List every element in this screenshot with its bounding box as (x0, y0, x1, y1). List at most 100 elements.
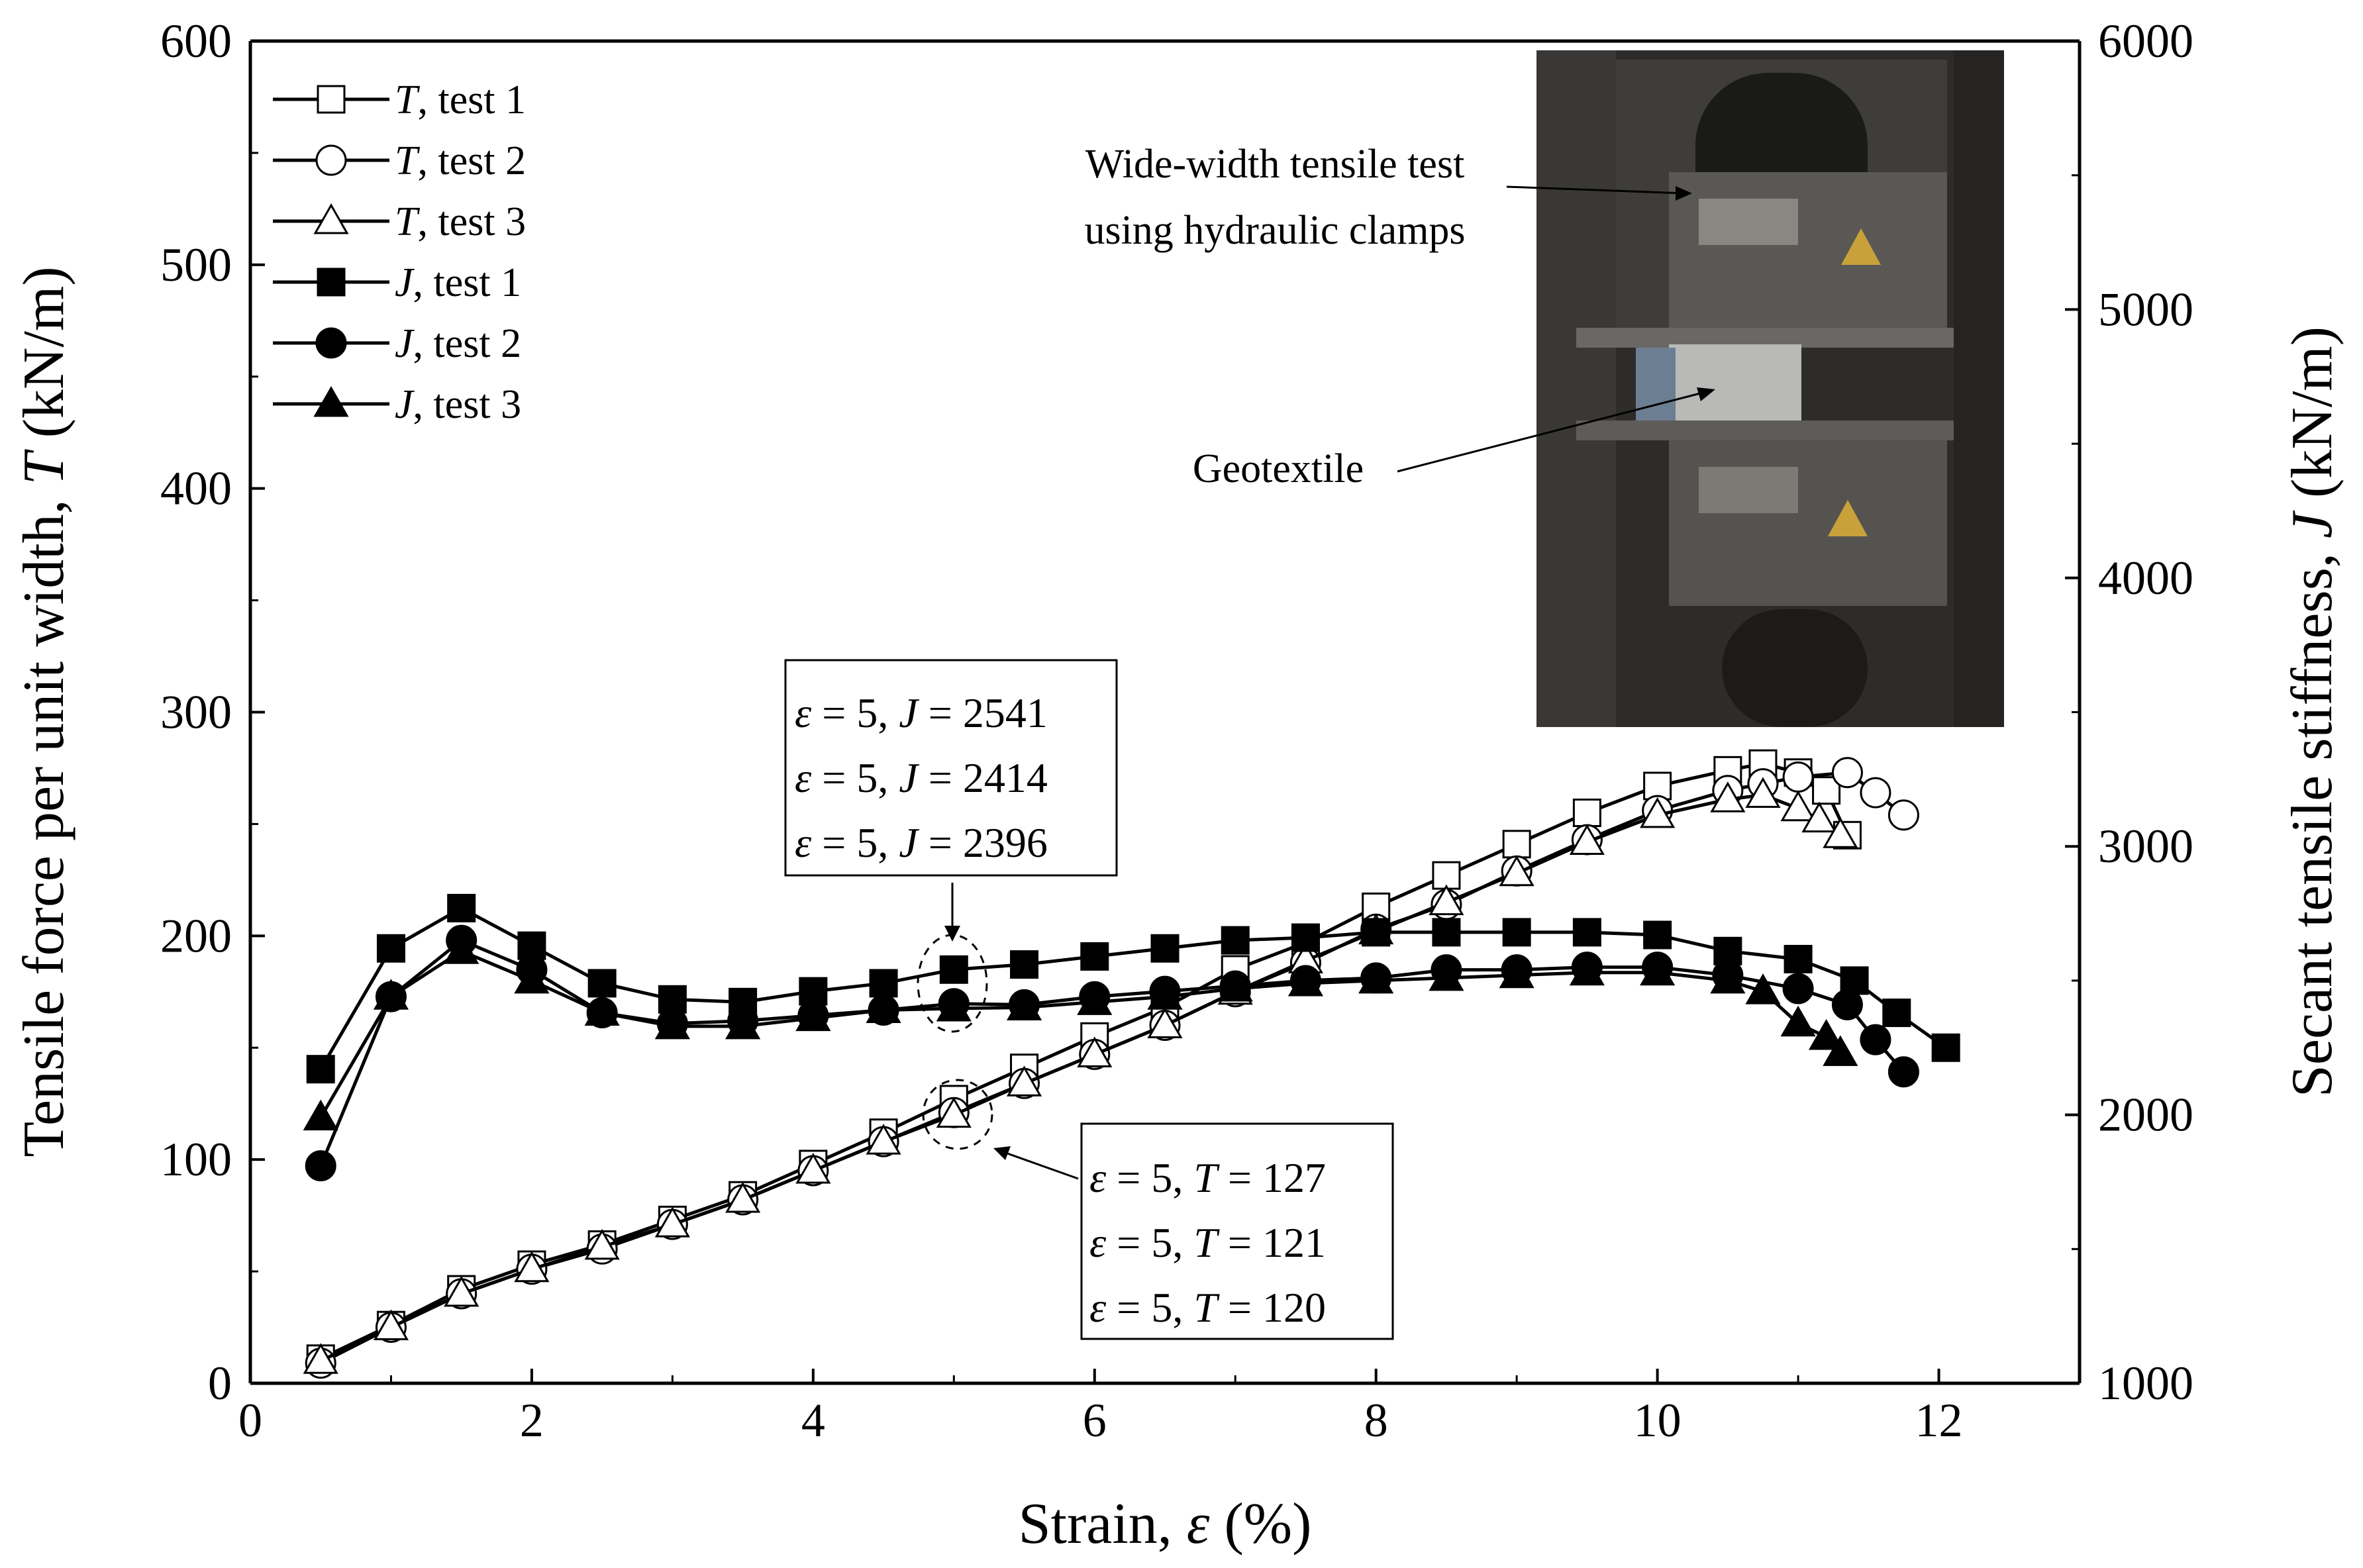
legend-label: J, test 3 (395, 382, 521, 427)
inset-caption-line2: using hydraulic clamps (1084, 208, 1465, 253)
data-point (1823, 1035, 1858, 1066)
x-axis-title: Strain, ε (%) (1019, 1492, 1312, 1556)
data-point (373, 1309, 409, 1341)
data-point (444, 1275, 479, 1307)
annotation-line: ε = 5, J = 2414 (795, 754, 1048, 801)
data-point (1499, 855, 1534, 887)
data-point (1808, 1019, 1844, 1050)
data-point (1499, 957, 1534, 989)
y-right-tick-label: 4000 (2098, 552, 2193, 605)
data-point (1358, 962, 1394, 994)
legend-label: T, test 1 (395, 77, 526, 122)
inset-caption-line1: Wide-width tensile test (1085, 142, 1465, 187)
data-point (1221, 926, 1250, 955)
legend-item-3: T, test 3 (273, 199, 526, 244)
data-point (1362, 918, 1391, 947)
y-axis-left-title: Tensile force per unit width, T (kN/m) (12, 266, 76, 1157)
data-point (1931, 1033, 1960, 1062)
legend-label: J, test 1 (395, 260, 521, 305)
annotation-line: ε = 5, J = 2396 (795, 819, 1048, 866)
data-point (1077, 984, 1113, 1015)
data-point (1710, 962, 1746, 994)
data-point (1502, 918, 1531, 947)
data-point (1745, 777, 1781, 808)
x-tick-label: 0 (238, 1394, 262, 1447)
data-point (866, 992, 901, 1023)
y-left-tick-label: 100 (160, 1133, 232, 1186)
annotation-line: ε = 5, T = 127 (1089, 1154, 1326, 1201)
legend-marker (313, 385, 349, 417)
data-point (1291, 923, 1320, 952)
geotextile-arrow (1397, 391, 1706, 473)
data-point (1147, 979, 1183, 1010)
geotextile-label: Geotextile (1193, 446, 1364, 491)
data-point (444, 933, 479, 964)
data-point (514, 1251, 550, 1283)
x-tick-label: 12 (1915, 1394, 1963, 1447)
legend-marker (317, 268, 346, 297)
y-axis-right-title: Secant tensile stiffness, J (kN/m) (2280, 326, 2344, 1097)
data-point (1147, 1007, 1183, 1038)
data-point (1831, 989, 1863, 1020)
data-point (936, 1097, 972, 1128)
annotation-lower: ε = 5, T = 127 ε = 5, T = 121 ε = 5, T = 1… (922, 1079, 1394, 1340)
y-right-tick-label: 6000 (2098, 15, 2193, 68)
data-point (1780, 1005, 1816, 1037)
legend-label: J, test 2 (395, 321, 521, 366)
data-point (1287, 965, 1324, 997)
legend-marker (313, 203, 349, 234)
data-point (1006, 1065, 1042, 1097)
data-point (1572, 918, 1601, 947)
x-tick-label: 4 (801, 1394, 825, 1447)
data-point (1887, 1056, 1919, 1088)
data-point (1429, 959, 1464, 991)
y-right-tick-label: 2000 (2098, 1089, 2193, 1142)
y-right-tick-label: 1000 (2098, 1357, 2193, 1410)
data-point (939, 955, 968, 984)
y-left-tick-label: 200 (160, 909, 232, 962)
x-tick-label: 2 (520, 1394, 544, 1447)
data-point (1150, 934, 1180, 963)
data-point (1831, 757, 1863, 789)
data-point (584, 1228, 620, 1260)
legend-marker (315, 327, 347, 359)
legend-marker (315, 144, 347, 176)
series-6 (303, 933, 1858, 1131)
data-point (725, 1181, 761, 1213)
data-point (1801, 801, 1837, 833)
data-point (1640, 954, 1676, 986)
annotation-line: ε = 5, T = 121 (1089, 1219, 1326, 1266)
legend-item-1: T, test 1 (273, 77, 526, 122)
data-point (654, 1008, 690, 1040)
inset-arrowhead-clamps (1676, 186, 1692, 201)
data-point (1217, 971, 1253, 1002)
data-point (795, 1153, 831, 1184)
data-point (866, 1124, 901, 1155)
geotextile-arrowhead (1697, 387, 1715, 401)
data-point (1823, 817, 1858, 848)
data-point (584, 995, 620, 1026)
data-point (1710, 781, 1746, 812)
data-point (1010, 950, 1039, 979)
data-point (373, 979, 409, 1010)
legend-item-6: J, test 3 (273, 382, 521, 427)
data-point (306, 1055, 335, 1084)
y-right-tick-label: 3000 (2098, 820, 2193, 873)
x-tick-label: 6 (1083, 1394, 1107, 1447)
legend: T, test 1 T, test 2 T, test 3 J, test 1 J, t… (273, 77, 526, 427)
data-point (654, 1206, 690, 1238)
data-point (1502, 830, 1531, 859)
legend-item-5: J, test 2 (273, 321, 521, 366)
y-left-tick-label: 0 (208, 1357, 232, 1410)
legend-label: T, test 3 (395, 199, 526, 244)
legend-item-2: T, test 2 (273, 138, 526, 183)
data-point (447, 893, 476, 922)
data-point (1432, 918, 1461, 947)
legend-marker (317, 85, 346, 114)
data-point (1432, 861, 1461, 890)
series-layer (303, 749, 1960, 1379)
inset-arrow-clamps (1506, 185, 1686, 195)
data-point (1643, 920, 1672, 950)
data-point (1784, 944, 1813, 973)
x-tick-label: 8 (1364, 1394, 1388, 1447)
